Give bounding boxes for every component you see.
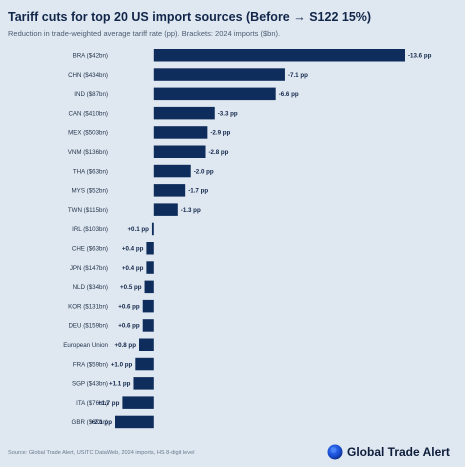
bar xyxy=(153,126,208,139)
category-label: FRA ($59bn) xyxy=(73,361,108,368)
value-label: +0.5 pp xyxy=(120,284,142,291)
value-label: -13.6 pp xyxy=(408,52,432,59)
bar xyxy=(133,377,154,390)
brand-logo: Global Trade Alert xyxy=(327,444,450,460)
category-label: NLD ($34bn) xyxy=(73,284,108,291)
value-label: -2.9 pp xyxy=(210,130,230,137)
category-label: JPN ($147bn) xyxy=(70,265,108,272)
category-label: THA ($63bn) xyxy=(73,168,108,175)
value-label: -6.6 pp xyxy=(279,91,299,98)
bar xyxy=(153,164,191,178)
bar xyxy=(151,222,154,236)
bar xyxy=(142,319,154,332)
bar xyxy=(139,338,154,351)
category-label: IND ($87bn) xyxy=(74,91,108,98)
value-label: -3.3 pp xyxy=(218,110,238,117)
category-label: ITA ($76bn) xyxy=(76,400,108,407)
value-label: +0.6 pp xyxy=(118,323,140,330)
value-label: +0.4 pp xyxy=(122,265,144,272)
bar xyxy=(153,184,186,197)
value-label: +0.8 pp xyxy=(115,342,137,349)
chart-title: Tariff cuts for top 20 US import sources… xyxy=(8,10,372,24)
bar xyxy=(135,357,154,371)
value-label: -2.8 pp xyxy=(209,149,229,156)
value-label: +1.1 pp xyxy=(109,381,131,388)
bar xyxy=(153,68,285,81)
category-label: GBR ($67bn) xyxy=(72,419,108,426)
value-label: -1.7 pp xyxy=(188,188,208,195)
category-label: CHE ($63bn) xyxy=(72,245,108,252)
value-label: -2.0 pp xyxy=(194,168,214,175)
source-note: Source: Global Trade Alert, USITC DataWe… xyxy=(8,450,195,456)
value-label: +0.4 pp xyxy=(122,245,144,252)
bar xyxy=(146,261,154,274)
category-label: TWN ($115bn) xyxy=(68,207,108,214)
bar-chart: BRA ($42bn) -13.6 pp CHN ($434bn) -7.1 pp IN… xyxy=(63,49,432,429)
value-label: +2.1 pp xyxy=(91,419,113,426)
bar xyxy=(142,299,154,313)
category-label: VNM ($136bn) xyxy=(68,149,108,156)
bar xyxy=(153,106,215,120)
value-label: -1.3 pp xyxy=(181,207,201,214)
bar xyxy=(153,145,206,158)
bar xyxy=(146,242,154,255)
bar xyxy=(153,49,405,62)
value-label: +0.6 pp xyxy=(118,303,140,310)
category-label: MYS ($52bn) xyxy=(72,188,108,195)
category-label: DEU ($159bn) xyxy=(68,323,108,330)
globe-logo-icon xyxy=(327,444,343,460)
category-label: CHN ($434bn) xyxy=(68,72,108,79)
category-label: MEX ($503bn) xyxy=(68,130,108,137)
value-label: +0.1 pp xyxy=(127,226,149,233)
category-label: KOR ($131bn) xyxy=(68,303,108,310)
bar xyxy=(122,396,154,409)
category-label: CAN ($410bn) xyxy=(68,110,108,117)
brand-name: Global Trade Alert xyxy=(347,445,450,459)
bar xyxy=(115,415,154,429)
category-label: BRA ($42bn) xyxy=(73,52,108,59)
value-label: -7.1 pp xyxy=(288,72,308,79)
value-label: +1.0 pp xyxy=(111,361,133,368)
value-label: +1.7 pp xyxy=(98,400,120,407)
category-label: IRL ($103bn) xyxy=(72,226,108,233)
category-label: SGP ($43bn) xyxy=(72,381,108,388)
bar xyxy=(144,280,154,294)
chart-subtitle: Reduction in trade-weighted average tari… xyxy=(8,29,281,38)
bar xyxy=(153,87,276,101)
category-label: European Union xyxy=(63,342,108,349)
bar xyxy=(153,203,178,216)
